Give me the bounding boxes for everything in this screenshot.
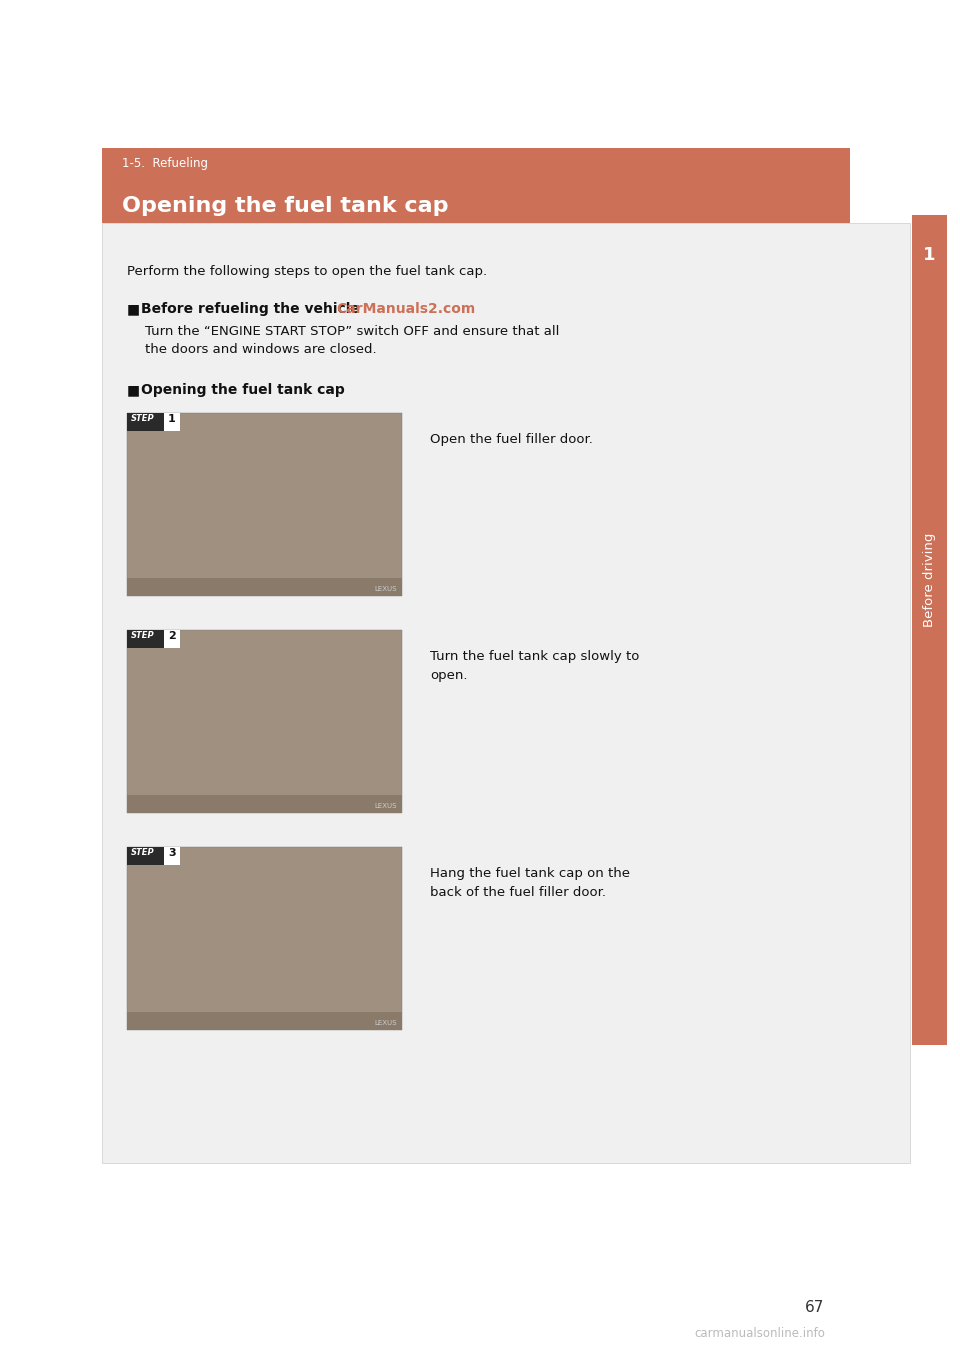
- Text: 2: 2: [168, 631, 176, 641]
- Text: Turn the fuel tank cap slowly to
open.: Turn the fuel tank cap slowly to open.: [430, 650, 639, 682]
- Bar: [164, 630, 180, 648]
- Text: STEP: STEP: [131, 414, 155, 422]
- Text: 1-5.  Refueling: 1-5. Refueling: [122, 158, 208, 170]
- Text: CarManuals2.com: CarManuals2.com: [336, 301, 475, 316]
- Bar: [127, 847, 402, 1029]
- Text: Opening the fuel tank cap: Opening the fuel tank cap: [122, 196, 448, 216]
- Text: Opening the fuel tank cap: Opening the fuel tank cap: [141, 383, 345, 397]
- Text: STEP: STEP: [131, 631, 155, 640]
- Text: ■: ■: [127, 301, 140, 316]
- Text: LEXUS: LEXUS: [374, 803, 397, 809]
- Text: LEXUS: LEXUS: [374, 587, 397, 592]
- Bar: [164, 847, 180, 865]
- Text: Turn the “ENGINE START STOP” switch OFF and ensure that all
the doors and window: Turn the “ENGINE START STOP” switch OFF …: [145, 325, 560, 356]
- Bar: [127, 630, 402, 813]
- Bar: [102, 148, 850, 223]
- Bar: [102, 223, 910, 1162]
- Text: LEXUS: LEXUS: [374, 1020, 397, 1027]
- Text: 1: 1: [924, 246, 936, 263]
- Bar: [127, 1012, 402, 1029]
- Bar: [127, 847, 164, 865]
- Text: Before refueling the vehicle: Before refueling the vehicle: [141, 301, 360, 316]
- Text: 67: 67: [805, 1300, 825, 1315]
- Text: Open the fuel filler door.: Open the fuel filler door.: [430, 433, 593, 445]
- Text: 3: 3: [168, 847, 176, 858]
- Text: STEP: STEP: [131, 847, 155, 857]
- Bar: [127, 413, 402, 596]
- Text: Perform the following steps to open the fuel tank cap.: Perform the following steps to open the …: [127, 265, 487, 278]
- Bar: [127, 794, 402, 813]
- Text: carmanualsonline.info: carmanualsonline.info: [695, 1327, 826, 1340]
- Bar: [912, 215, 947, 1046]
- Text: Hang the fuel tank cap on the
back of the fuel filler door.: Hang the fuel tank cap on the back of th…: [430, 866, 630, 899]
- Text: Before driving: Before driving: [923, 532, 936, 627]
- Text: ■: ■: [127, 383, 140, 397]
- Text: 1: 1: [168, 414, 176, 424]
- Bar: [164, 413, 180, 430]
- Bar: [127, 630, 164, 648]
- Bar: [127, 413, 164, 430]
- Bar: [127, 579, 402, 596]
